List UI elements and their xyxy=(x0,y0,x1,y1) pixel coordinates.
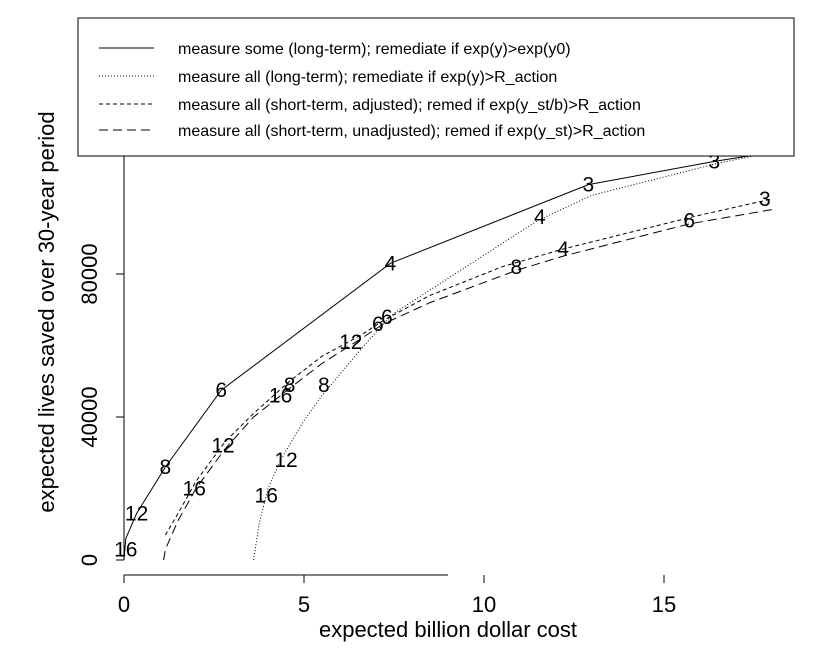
point-label-s2-3: 8 xyxy=(318,374,330,397)
point-label-s4-1: 16 xyxy=(183,478,206,501)
point-label-s1-6: 3 xyxy=(583,174,595,197)
point-label-s4-4: 8 xyxy=(511,256,523,279)
series-line-4 xyxy=(163,209,773,561)
point-label-s1-7: 3 xyxy=(709,150,721,173)
point-label-s3-3: 6 xyxy=(372,313,384,336)
legend-box xyxy=(77,17,795,157)
y-axis-ticks: 0 40000 80000 xyxy=(77,243,124,566)
legend-label-2: measure all (long-term); remediate if ex… xyxy=(178,69,557,86)
series-line-3 xyxy=(164,198,773,536)
x-tick-label-2: 10 xyxy=(472,592,496,617)
point-label-s2-2: 12 xyxy=(274,449,297,472)
legend-label-1: measure some (long-term); remediate if e… xyxy=(178,41,571,58)
x-tick-label-0: 0 xyxy=(118,592,130,617)
y-axis-label: expected lives saved over 30-year period xyxy=(34,111,59,512)
y-tick-label-1: 40000 xyxy=(77,386,102,447)
point-label-s1-3: 8 xyxy=(160,456,172,479)
point-label-s3-2: 12 xyxy=(339,331,362,354)
point-label-s1-4: 6 xyxy=(215,379,227,402)
point-label-s3-4: 4 xyxy=(557,238,569,261)
series-line-2 xyxy=(253,151,773,561)
series-line-1 xyxy=(123,151,773,561)
point-label-s1-1: 16 xyxy=(114,538,137,561)
legend-label-4: measure all (short-term, unadjusted); re… xyxy=(178,123,645,140)
legend-label-3: measure all (short-term, adjusted); reme… xyxy=(178,97,641,114)
point-label-s4-5: 6 xyxy=(683,209,695,232)
point-label-s1-5: 4 xyxy=(385,252,397,275)
y-tick-label-0: 0 xyxy=(77,554,102,566)
point-label-s1-2: 12 xyxy=(125,503,148,526)
y-tick-label-2: 80000 xyxy=(77,243,102,304)
x-tick-label-1: 5 xyxy=(298,592,310,617)
point-label-s4-2: 12 xyxy=(211,435,234,458)
plot-series-group xyxy=(123,151,773,561)
point-label-s2-1: 16 xyxy=(255,485,278,508)
point-label-s2-4: 6 xyxy=(381,306,393,329)
x-tick-label-3: 15 xyxy=(652,592,676,617)
point-label-s3-1: 16 xyxy=(269,385,292,408)
point-label-s2-5: 4 xyxy=(534,206,546,229)
point-label-s4-3: 8 xyxy=(284,374,296,397)
legend: measure some (long-term); remediate if e… xyxy=(77,17,795,157)
x-axis-label: expected billion dollar cost xyxy=(319,617,577,642)
x-axis-ticks: 0 5 10 15 xyxy=(118,575,676,617)
point-label-s3-5: 3 xyxy=(759,188,771,211)
